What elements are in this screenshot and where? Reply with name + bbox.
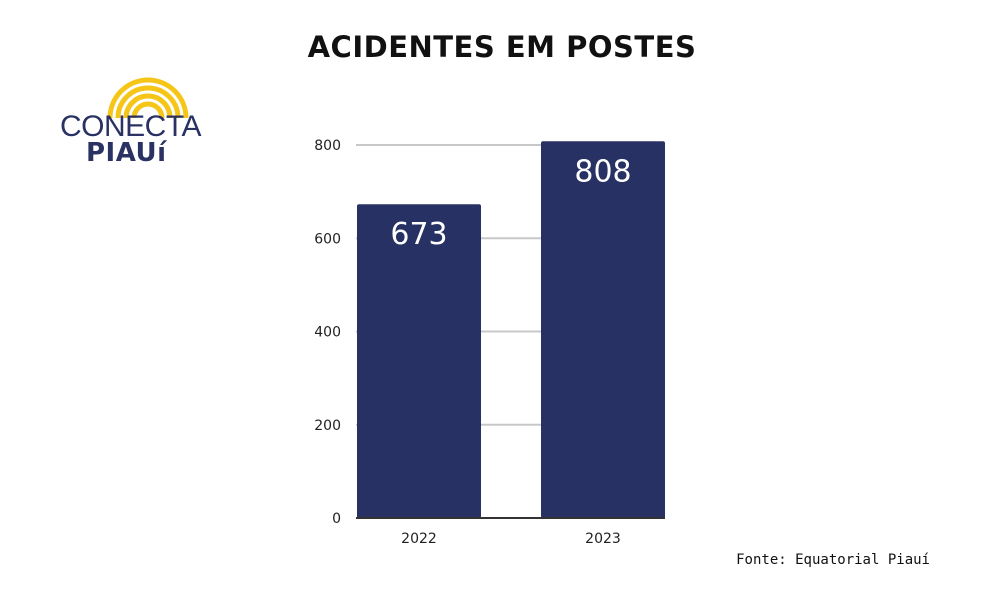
x-tick-label-2023: 2023: [585, 531, 621, 547]
bar-2022: [357, 204, 481, 518]
bar-2023: [541, 141, 665, 518]
conecta-piaui-logo: CONECTA PIAUí: [58, 72, 218, 172]
source-note: Fonte: Equatorial Piauí: [736, 552, 930, 568]
logo-text-conecta: CONECTA: [60, 110, 201, 143]
y-tick-label-200: 200: [314, 418, 341, 434]
chart-title: ACIDENTES EM POSTES: [307, 30, 697, 64]
y-tick-label-0: 0: [332, 511, 341, 527]
y-tick-label-400: 400: [314, 325, 341, 341]
data-label-2022: 673: [390, 217, 447, 252]
y-tick-label-800: 800: [314, 138, 341, 154]
y-tick-label-600: 600: [314, 231, 341, 247]
x-tick-label-2022: 2022: [401, 531, 437, 547]
rainbow-arcs-icon: [107, 77, 189, 119]
logo-text-piaui: PIAUí: [86, 138, 167, 168]
data-label-2023: 808: [574, 154, 631, 189]
